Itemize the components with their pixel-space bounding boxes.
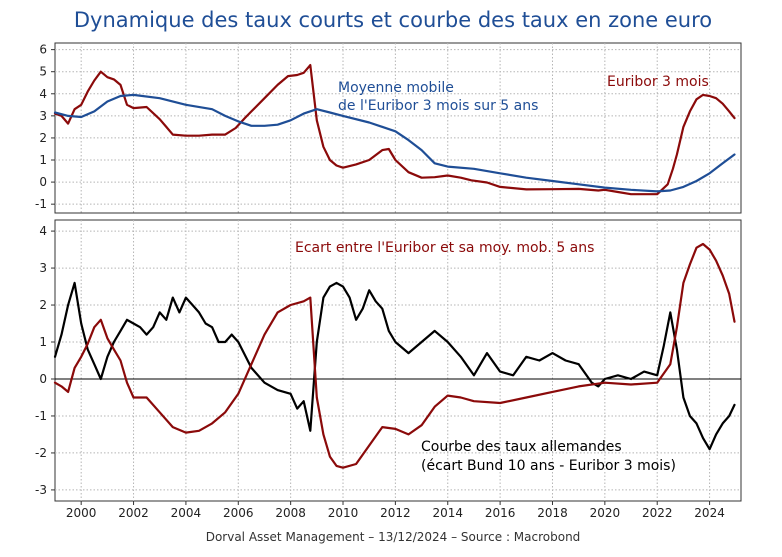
top-y-tick-label: -1 bbox=[35, 197, 47, 211]
x-tick-label: 2022 bbox=[642, 506, 673, 520]
x-tick-label: 2018 bbox=[537, 506, 568, 520]
chart-title: Dynamique des taux courts et courbe des … bbox=[74, 8, 712, 32]
top-y-tick-labels: -1 0 1 2 3 4 5 6 bbox=[35, 43, 47, 212]
bottom-y-tick-label: -1 bbox=[35, 409, 47, 423]
top-y-tick-label: 4 bbox=[39, 87, 47, 101]
x-tick-label: 2020 bbox=[590, 506, 621, 520]
bottom-series-line-0 bbox=[53, 281, 736, 451]
bottom-y-tick-label: 3 bbox=[39, 261, 47, 275]
bottom-panel: -3 -2 -1 0 1 2 3 4 2000 2002 2004 2006 2008 2010 2012… bbox=[35, 219, 742, 520]
bottom-series-line-1 bbox=[53, 242, 736, 469]
top-panel: -1 0 1 2 3 4 5 6 Moyenne mobile de l'Euribor 3 … bbox=[35, 42, 742, 214]
annotation-yield-curve-line2: (écart Bund 10 ans - Euribor 3 mois) bbox=[421, 458, 676, 474]
x-tick-label: 2014 bbox=[432, 506, 463, 520]
top-y-tick-label: 6 bbox=[39, 43, 47, 57]
top-y-tick-label: 5 bbox=[39, 65, 47, 79]
annotation-moving-average-line2: de l'Euribor 3 mois sur 5 ans bbox=[338, 98, 538, 114]
bottom-series-lines bbox=[53, 242, 736, 469]
top-y-tick-label: 3 bbox=[39, 109, 47, 123]
top-y-tick-label: 0 bbox=[39, 175, 47, 189]
bottom-y-tick-label: 2 bbox=[39, 298, 47, 312]
top-gridlines bbox=[51, 43, 741, 213]
bottom-panel-frame bbox=[54, 219, 742, 502]
x-tick-label: 2002 bbox=[118, 506, 149, 520]
bottom-y-tick-label: -3 bbox=[35, 483, 47, 497]
x-tick-label: 2006 bbox=[223, 506, 254, 520]
x-tick-label: 2008 bbox=[275, 506, 306, 520]
top-y-tick-label: 1 bbox=[39, 153, 47, 167]
annotation-gap: Ecart entre l'Euribor et sa moy. mob. 5 … bbox=[295, 240, 594, 256]
top-series-lines bbox=[53, 63, 736, 196]
footer-source: Dorval Asset Management – 13/12/2024 – S… bbox=[206, 530, 581, 544]
top-series-line-0 bbox=[53, 63, 736, 196]
x-tick-label: 2000 bbox=[66, 506, 97, 520]
bottom-y-tick-label: 0 bbox=[39, 372, 47, 386]
x-tick-label: 2016 bbox=[485, 506, 516, 520]
bottom-y-tick-label: -2 bbox=[35, 446, 47, 460]
bottom-y-tick-labels: -3 -2 -1 0 1 2 3 4 bbox=[35, 224, 47, 497]
x-tick-label: 2012 bbox=[380, 506, 411, 520]
bottom-y-tick-label: 1 bbox=[39, 335, 47, 349]
bottom-y-tick-label: 4 bbox=[39, 224, 47, 238]
x-tick-label: 2004 bbox=[171, 506, 202, 520]
x-tick-label: 2010 bbox=[328, 506, 359, 520]
x-tick-labels: 2000 2002 2004 2006 2008 2010 2012 2014 2016 2018… bbox=[66, 501, 725, 520]
annotation-yield-curve-line1: Courbe des taux allemandes bbox=[421, 439, 622, 455]
top-series-line-1 bbox=[53, 93, 736, 193]
annotation-moving-average-line1: Moyenne mobile bbox=[338, 80, 454, 96]
top-y-tick-label: 2 bbox=[39, 131, 47, 145]
x-tick-label: 2024 bbox=[694, 506, 725, 520]
top-panel-frame bbox=[54, 42, 742, 214]
annotation-euribor: Euribor 3 mois bbox=[607, 74, 709, 90]
